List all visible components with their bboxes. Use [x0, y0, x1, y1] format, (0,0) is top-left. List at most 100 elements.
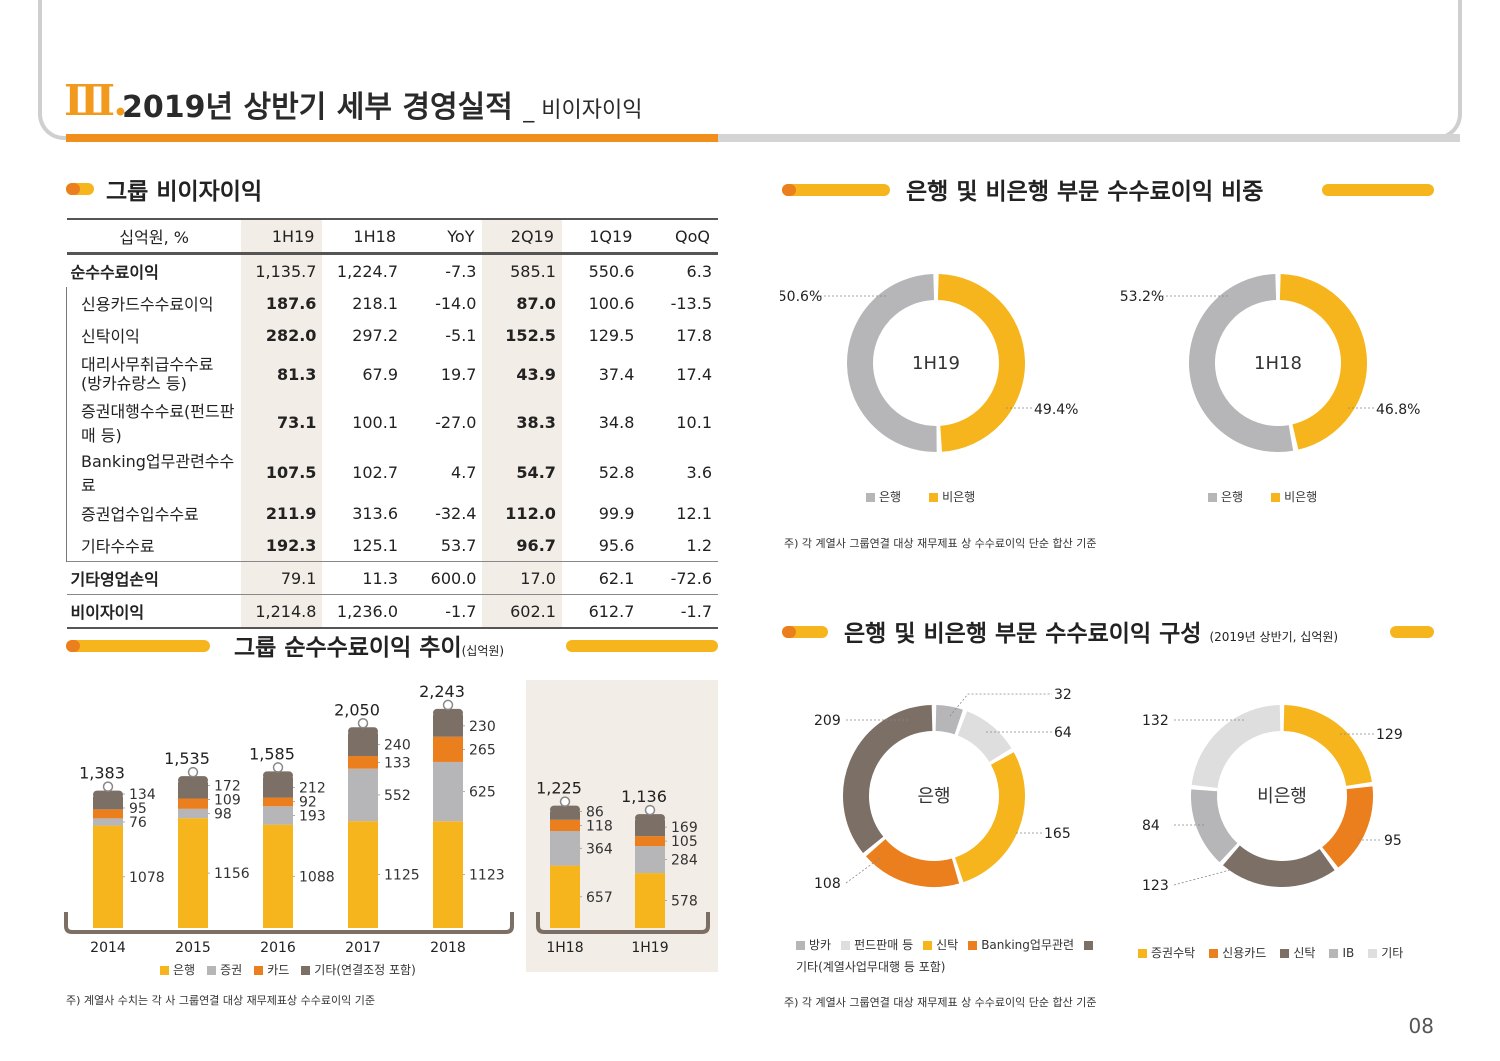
- row-value: 17.8: [676, 325, 712, 345]
- row-value: 602.1: [482, 594, 562, 629]
- bar-value-label: 1156: [214, 866, 250, 882]
- bank-slice-label: 32: [1054, 687, 1072, 703]
- share-slice: [1189, 274, 1294, 452]
- bar-total-label: 1,585: [249, 744, 295, 763]
- axis-bracket: [536, 912, 710, 934]
- donut-center-label: 비은행: [1257, 786, 1307, 807]
- row-value: 112.0: [482, 497, 562, 529]
- donut-center-label: 1H19: [912, 353, 960, 374]
- row-value: 12.1: [676, 503, 712, 523]
- bar-은행: [433, 821, 463, 928]
- x-tick-label: 1H18: [546, 940, 583, 956]
- fee-composition-chart: 은행 비은행 32 64 165 108 209 129 95 123 84 132: [814, 687, 1403, 894]
- bar-cap: [635, 814, 665, 823]
- bar-value-label: 193: [299, 808, 326, 824]
- row-value: 100.6: [588, 293, 635, 313]
- legend-item: IB: [1329, 946, 1354, 960]
- bar-value-label: 625: [469, 785, 496, 801]
- row-value: 37.4: [598, 364, 635, 384]
- row-label: Banking업무관련수수료: [65, 447, 241, 497]
- row-value: 34.8: [598, 412, 635, 432]
- legend-item: 기타(계열사업무대행 등 포함): [796, 938, 1097, 974]
- bar-기타(연결조정 포함): [433, 714, 463, 737]
- row-value: 129.5: [588, 325, 635, 345]
- row-value: 297.2: [352, 325, 398, 345]
- legend-item: 비은행: [1271, 490, 1317, 504]
- bar-value-label: 1088: [299, 869, 335, 885]
- bar-기타(연결조정 포함): [178, 782, 208, 799]
- axis-bracket: [64, 912, 514, 934]
- table-row: 기타수수료 192.3 125.1 53.7 96.7 95.6 1.2: [65, 529, 719, 562]
- bar-total-label: 1,383: [79, 764, 125, 783]
- row-value: 3.6: [686, 462, 712, 482]
- nonbank-slice-label: 123: [1142, 878, 1169, 894]
- bar-value-label: 284: [671, 853, 698, 869]
- bar-cap: [263, 771, 293, 780]
- bar-value-label: 265: [469, 742, 496, 758]
- row-value: 585.1: [482, 253, 562, 287]
- legend-item: 펀드판매 등: [841, 938, 913, 952]
- row-value: 73.1: [240, 397, 323, 447]
- x-tick-label: 1H19: [631, 940, 668, 956]
- table-header-col: 1Q19: [561, 218, 641, 255]
- nonbank-slice-label: 84: [1142, 818, 1160, 834]
- legend-item: 증권: [207, 963, 242, 977]
- page-number: 08: [1408, 1014, 1434, 1038]
- bar-기타(연결조정 포함): [263, 777, 293, 798]
- nonbank-slice: [1283, 705, 1372, 787]
- bar-카드: [550, 819, 580, 832]
- row-value: 11.3: [322, 561, 404, 595]
- share-label-nonbank: 49.4%: [1034, 402, 1078, 418]
- bar-value-label: 134: [129, 787, 156, 803]
- legend-item: 신탁: [923, 938, 958, 952]
- row-value: -13.5: [670, 293, 712, 313]
- bank-slice: [935, 705, 963, 735]
- table-header-col: QoQ: [640, 218, 718, 255]
- row-value: 53.7: [440, 535, 477, 555]
- bar-value-label: 364: [586, 841, 613, 857]
- bar-value-label: 1125: [384, 868, 420, 884]
- bar-cap: [433, 708, 463, 717]
- row-value: 1.2: [686, 535, 712, 555]
- row-value: 187.6: [240, 287, 323, 319]
- bar-증권: [348, 768, 378, 822]
- row-value: 38.3: [482, 397, 562, 447]
- legend-item: 은행: [866, 490, 901, 504]
- bank-slice: [957, 711, 1012, 763]
- bar-pin: [644, 804, 656, 816]
- row-value: 125.1: [352, 535, 398, 555]
- row-value: 102.7: [352, 462, 398, 482]
- bar-카드: [433, 736, 463, 762]
- legend-item: 은행: [1208, 490, 1243, 504]
- row-value: 152.5: [482, 319, 562, 351]
- row-value: 67.9: [362, 364, 398, 384]
- row-value: 211.9: [240, 497, 323, 529]
- non-interest-income-table: 십억원, % 1H19 1H18 YoY 2Q19 1Q19 QoQ 순수수료이익 1,135.…: [65, 218, 719, 629]
- bar-value-label: 169: [671, 820, 698, 836]
- nonbank-slice-label: 129: [1376, 727, 1403, 743]
- fee-share-chart: 1H19 50.6% 49.4% 1H18 53.2% 46.8%: [780, 274, 1420, 452]
- fee-trend-note: 주) 계열사 수치는 각 사 그룹연결 대상 재무제표상 수수료이익 기준: [66, 994, 375, 1007]
- bar-value-label: 76: [129, 815, 147, 831]
- bar-value-label: 92: [299, 794, 317, 810]
- row-value: 1,214.8: [240, 594, 323, 629]
- bar-value-label: 95: [129, 801, 147, 817]
- table-row: 기타영업손익 79.1 11.3 600.0 17.0 62.1 -72.6: [66, 561, 718, 595]
- bank-slice: [954, 752, 1025, 883]
- bank-slice-label: 165: [1044, 826, 1071, 842]
- bar-value-label: 109: [214, 793, 241, 809]
- share-slice: [1279, 274, 1367, 450]
- row-value: 79.1: [240, 561, 323, 595]
- row-value: 313.6: [352, 503, 398, 523]
- section-marker: [1390, 626, 1434, 638]
- bar-카드: [178, 798, 208, 809]
- share-label-nonbank: 46.8%: [1376, 402, 1420, 418]
- legend-item: Banking업무관련: [968, 938, 1074, 952]
- bank-slice-label: 209: [814, 713, 841, 729]
- bar-카드: [635, 836, 665, 847]
- row-value: -1.7: [404, 594, 483, 629]
- bar-value-label: 98: [214, 807, 232, 823]
- nonbank-slice: [1321, 786, 1373, 868]
- page-title-sub: _ 비이자이익: [523, 98, 643, 123]
